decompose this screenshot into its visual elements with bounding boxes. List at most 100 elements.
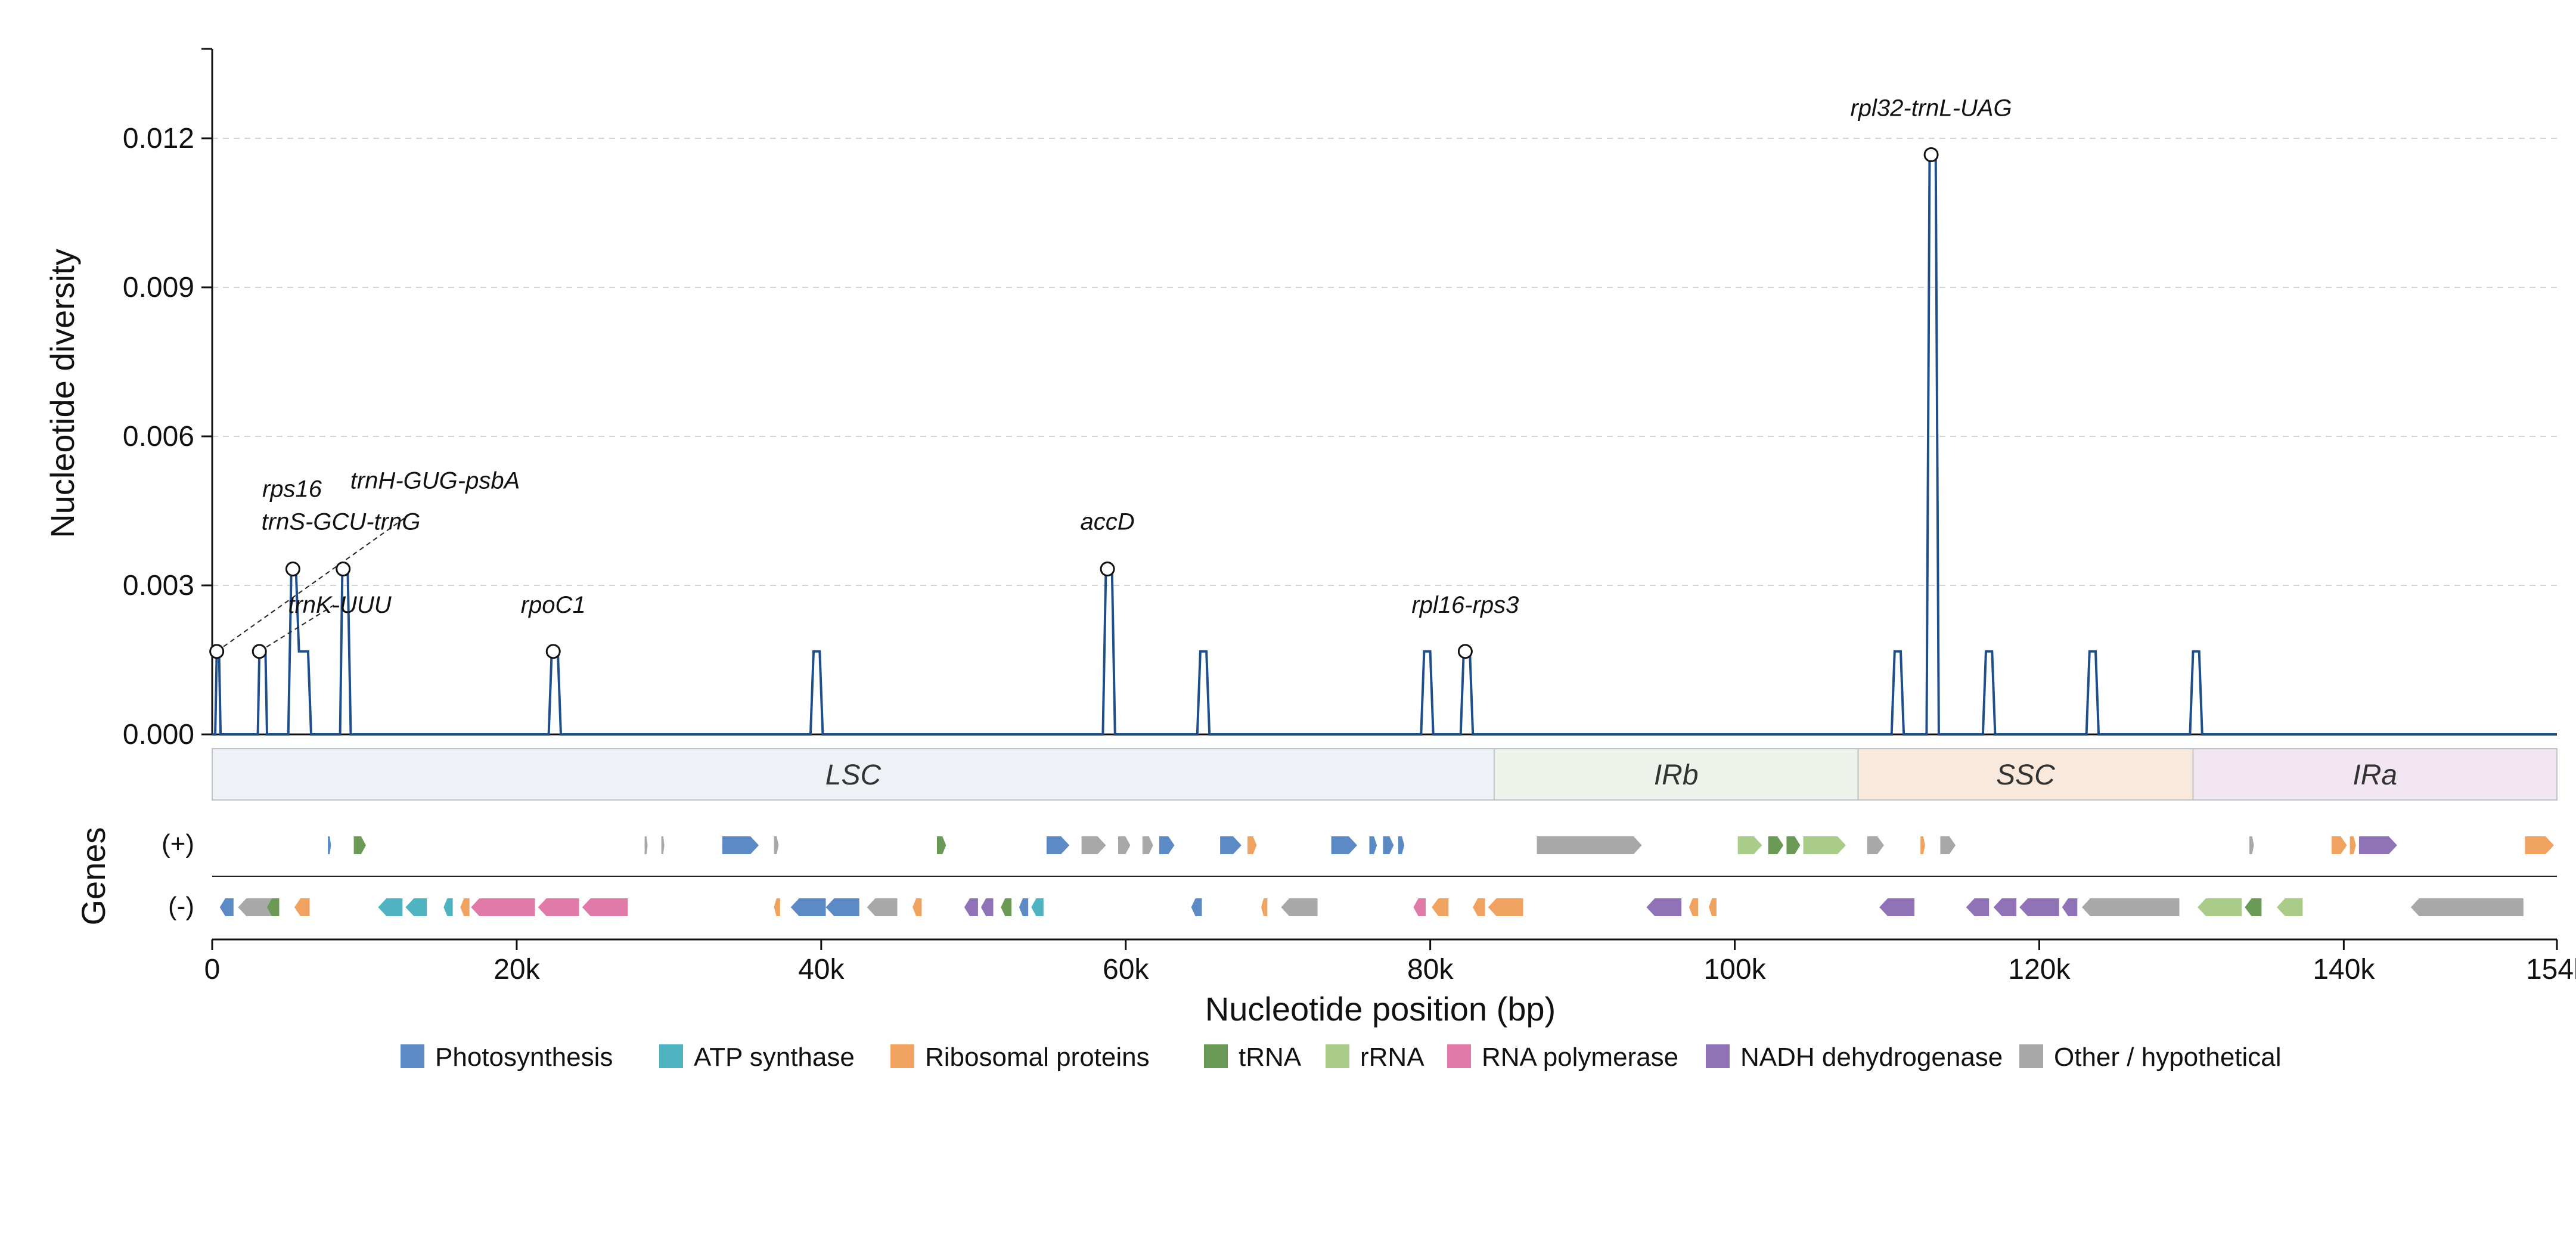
peak-label: trnH-GUG-psbA — [350, 468, 520, 494]
peak-marker — [1100, 562, 1115, 576]
gene-arrow — [1879, 898, 1914, 916]
legend-label: NADH dehydrogenase — [1740, 1043, 2003, 1072]
gene-arrow — [2525, 836, 2554, 854]
gene-arrow — [1786, 836, 1801, 854]
peak-marker — [1457, 644, 1473, 659]
legend-swatch — [1706, 1044, 1730, 1068]
gene-arrow — [1940, 836, 1956, 854]
gene-arrow — [937, 836, 946, 854]
gene-arrow — [1993, 898, 2017, 916]
legend-label: Other / hypothetical — [2054, 1043, 2282, 1072]
gene-arrow — [2082, 898, 2180, 916]
y-tick-label: 0.000 — [123, 719, 194, 750]
gene-arrow — [1709, 898, 1717, 916]
gene-arrow — [471, 898, 535, 916]
gene-arrow — [2198, 898, 2242, 916]
gene-arrow — [722, 836, 759, 854]
gene-arrow — [267, 898, 280, 916]
gene-arrow — [1247, 836, 1257, 854]
gene-arrow — [1920, 836, 1925, 854]
gene-arrow — [443, 898, 453, 916]
gene-arrow — [2331, 836, 2347, 854]
region-label: SSC — [1996, 759, 2055, 791]
peak-label: rps16 — [262, 476, 322, 503]
gene-arrow — [1488, 898, 1523, 916]
gene-arrow — [1737, 836, 1762, 854]
x-tick-label: 154k — [2526, 954, 2576, 985]
peak-marker — [545, 644, 561, 659]
gene-arrow — [2410, 898, 2524, 916]
peak-label: trnK-UUU — [288, 592, 392, 618]
x-axis-title: Nucleotide position (bp) — [1205, 990, 1556, 1028]
legend-swatch — [401, 1044, 424, 1068]
legend-label: rRNA — [1360, 1043, 1424, 1072]
legend-label: Ribosomal proteins — [925, 1043, 1150, 1072]
y-tick-label: 0.006 — [123, 421, 194, 452]
gene-arrow — [774, 836, 779, 854]
gene-arrow — [1261, 898, 1268, 916]
peak-marker — [336, 562, 351, 576]
x-tick-label: 100k — [1703, 954, 1766, 985]
gene-arrow — [1768, 836, 1784, 854]
gene-arrow — [1369, 836, 1377, 854]
region-label: IRb — [1654, 759, 1699, 791]
region-layer: LSC IRb SSC IRa — [212, 748, 2558, 801]
y-tick-label: 0.012 — [123, 123, 194, 154]
x-tick-label: 20k — [494, 954, 540, 985]
y-axis-title: Nucleotide diversity — [44, 249, 81, 538]
gene-arrow — [1432, 898, 1449, 916]
gene-arrow — [1803, 836, 1846, 854]
x-tick-label: 80k — [1407, 954, 1454, 985]
gene-arrow — [294, 898, 310, 916]
gene-arrow — [1019, 898, 1029, 916]
gene-arrow — [2019, 898, 2059, 916]
gene-arrow — [1081, 836, 1106, 854]
gene-arrow — [1159, 836, 1175, 854]
legend-label: Photosynthesis — [435, 1043, 613, 1072]
gene-arrow — [1966, 898, 1990, 916]
strand-label-plus: (+) — [162, 829, 194, 858]
legend-swatch — [890, 1044, 914, 1068]
gene-arrow — [2249, 836, 2254, 854]
legend-label: ATP synthase — [694, 1043, 855, 1072]
legend: Photosynthesis ATP synthase Ribosomal prot… — [401, 1043, 2282, 1072]
gene-arrow — [1046, 836, 1070, 854]
gene-arrow — [1473, 898, 1485, 916]
annotation-layer: trnH-GUG-psbA trnK-UUU rps16 trnS-GCU-trnG r… — [209, 95, 2012, 659]
gene-arrow — [867, 898, 898, 916]
gene-arrow — [328, 836, 331, 854]
x-tick-label: 60k — [1103, 954, 1149, 985]
gene-arrow — [1383, 836, 1394, 854]
legend-swatch — [2019, 1044, 2043, 1068]
region-block-irb — [1493, 748, 1859, 801]
y-tick-label: 0.009 — [123, 272, 194, 303]
gene-arrow — [790, 898, 826, 916]
legend-swatch — [1447, 1044, 1471, 1068]
diversity-line — [212, 153, 2557, 736]
peak-marker — [252, 644, 267, 659]
gene-arrow — [238, 898, 280, 916]
gene-arrow — [460, 898, 470, 916]
annotation-leader-line — [216, 513, 412, 652]
gene-track — [212, 836, 2557, 941]
gene-arrow — [644, 836, 648, 854]
gene-arrow — [2277, 898, 2303, 916]
gene-arrow — [2062, 898, 2078, 916]
y-tick-label: 0.003 — [123, 570, 194, 601]
peak-label: trnS-GCU-trnG — [262, 509, 421, 535]
peak-marker — [285, 562, 300, 576]
region-block-ira — [2192, 748, 2558, 801]
annotation-leader-line — [259, 604, 334, 652]
legend-label: RNA polymerase — [1482, 1043, 1678, 1072]
gene-arrow — [1142, 836, 1153, 854]
x-tick-label: 0 — [204, 954, 221, 985]
gene-arrow — [378, 898, 403, 916]
gene-arrow — [405, 898, 427, 916]
gene-arrow — [1689, 898, 1699, 916]
region-block-ssc — [1857, 748, 2194, 801]
gene-arrow — [1118, 836, 1131, 854]
peak-label: rpl16-rps3 — [1411, 592, 1519, 618]
gene-arrow — [2358, 836, 2397, 854]
gene-arrow — [1331, 836, 1357, 854]
